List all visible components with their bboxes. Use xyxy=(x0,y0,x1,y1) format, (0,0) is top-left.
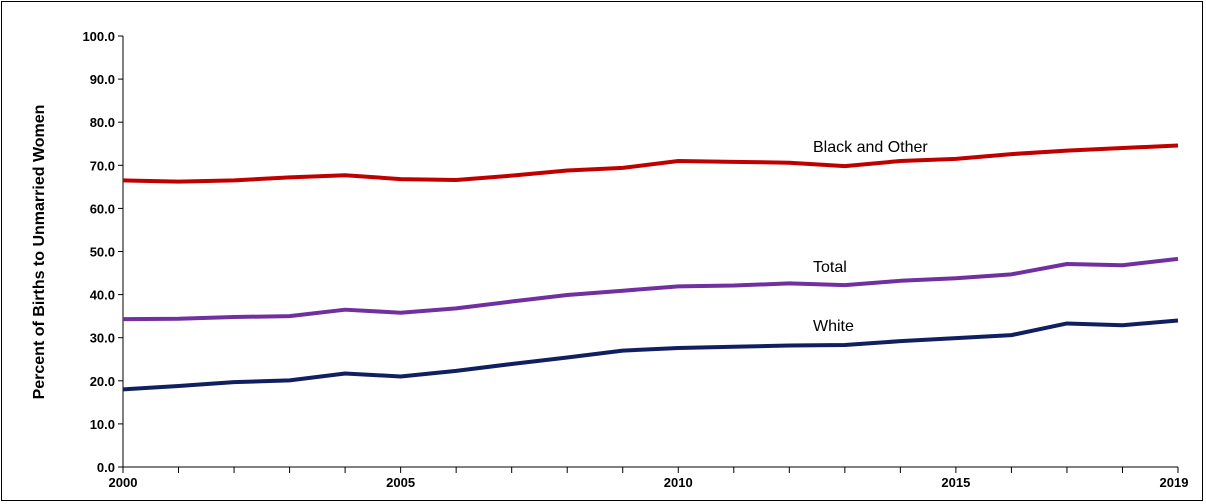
x-tick-label: 2010 xyxy=(664,475,693,490)
y-tick-label: 30.0 xyxy=(90,331,115,346)
y-tick-label: 50.0 xyxy=(90,245,115,260)
y-axis-title: Percent of Births to Unmarried Women xyxy=(31,105,48,400)
series-label-total: Total xyxy=(813,259,847,276)
y-tick-label: 100.0 xyxy=(82,29,115,44)
series-labels: Black and Other Total White xyxy=(813,139,928,335)
y-tick-label: 60.0 xyxy=(90,201,115,216)
x-tick-label: 2005 xyxy=(386,475,415,490)
y-tick-label: 10.0 xyxy=(90,417,115,432)
series-line-white xyxy=(122,318,1179,392)
x-axis-ticks: 2000 2005 2010 2015 2019 xyxy=(109,467,1189,490)
series-label-black-and-other: Black and Other xyxy=(813,139,928,156)
series-line-black-and-other xyxy=(122,143,1179,184)
series-line-total xyxy=(122,256,1179,322)
series-lines xyxy=(122,143,1179,392)
y-tick-label: 20.0 xyxy=(90,374,115,389)
series-label-white: White xyxy=(813,318,854,335)
x-tick-label: 2000 xyxy=(109,475,138,490)
y-axis-ticks: 0.0 10.0 20.0 30.0 40.0 50.0 60.0 70.0 80.0 90.0 1… xyxy=(82,29,123,475)
y-tick-label: 70.0 xyxy=(90,158,115,173)
x-tick-label: 2015 xyxy=(941,475,970,490)
y-tick-label: 90.0 xyxy=(90,72,115,87)
x-tick-label: 2019 xyxy=(1160,475,1189,490)
y-tick-label: 0.0 xyxy=(97,460,115,475)
y-tick-label: 80.0 xyxy=(90,115,115,130)
y-tick-label: 40.0 xyxy=(90,288,115,303)
